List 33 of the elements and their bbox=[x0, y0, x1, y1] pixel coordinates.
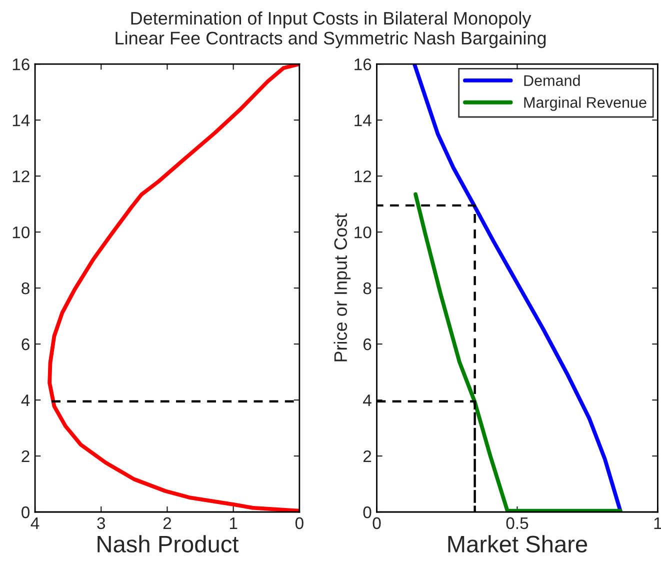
chart-title: Determination of Input Costs in Bilateral Monopoly bbox=[131, 11, 532, 28]
x-tick-label: 0 bbox=[295, 517, 304, 530]
x-tick-label: 4 bbox=[30, 517, 40, 529]
line-series bbox=[414, 192, 622, 512]
y-tick-label: 10 bbox=[354, 226, 372, 238]
y-tick-label: 2 bbox=[363, 450, 372, 462]
y-tick-label: 4 bbox=[21, 394, 30, 406]
x-axis-title: Market Share bbox=[448, 535, 588, 553]
y-axis-title: Price or Input Cost bbox=[334, 213, 351, 362]
y-tick-label: 12 bbox=[354, 170, 372, 182]
y-tick-label: 16 bbox=[354, 58, 372, 70]
y-tick-label: 2 bbox=[22, 450, 30, 462]
y-tick-label: 12 bbox=[12, 170, 30, 182]
y-tick-label: 10 bbox=[12, 226, 30, 238]
x-tick-label: 2 bbox=[163, 517, 172, 529]
x-tick-label: 3 bbox=[97, 517, 106, 530]
y-tick-label: 16 bbox=[12, 58, 30, 70]
y-tick-label: 4 bbox=[363, 394, 372, 406]
y-tick-label: 8 bbox=[363, 282, 372, 294]
legend-label: Marginal Revenue bbox=[524, 96, 646, 111]
legend-label: Demand bbox=[524, 74, 580, 86]
y-tick-label: 6 bbox=[363, 338, 372, 350]
x-tick-label: 1 bbox=[230, 517, 238, 529]
y-tick-label: 6 bbox=[22, 338, 30, 350]
chart-subtitle: Linear Fee Contracts and Symmetric Nash Bargaining bbox=[116, 31, 546, 48]
y-tick-label: 8 bbox=[22, 282, 30, 294]
y-tick-label: 0 bbox=[22, 506, 30, 518]
x-axis-title: Nash Product bbox=[98, 535, 239, 553]
y-tick-label: 14 bbox=[354, 114, 372, 126]
y-tick-label: 0 bbox=[363, 506, 372, 518]
y-tick-label: 14 bbox=[12, 114, 30, 126]
x-tick-label: 0.5 bbox=[506, 517, 528, 530]
x-tick-label: 0 bbox=[372, 517, 381, 530]
